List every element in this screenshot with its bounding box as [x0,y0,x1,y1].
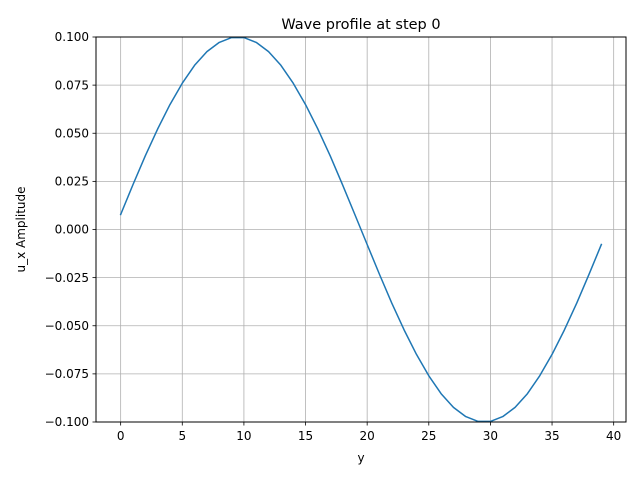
x-tick-label: 10 [236,429,251,443]
y-tick-label: 0.100 [55,30,89,44]
y-tick-label: −0.100 [45,415,89,429]
y-tick-label: 0.075 [55,78,89,92]
x-tick-label: 40 [606,429,621,443]
x-axis-label: y [357,451,364,465]
grid-lines [96,36,626,423]
y-tick-label: 0.000 [55,223,89,237]
x-tick-label: 0 [117,429,125,443]
y-tick-label: −0.050 [45,319,89,333]
y-axis-label: u_x Amplitude [14,186,28,272]
y-tick-label: 0.025 [55,175,89,189]
x-tick-label: 20 [360,429,375,443]
y-tick-label: −0.025 [45,271,89,285]
y-tick-label: −0.075 [45,367,89,381]
x-tick-label: 25 [421,429,436,443]
x-axis-ticks: 0 5 10 15 20 25 30 35 40 [117,422,621,443]
chart-title: Wave profile at step 0 [281,17,440,33]
series-group [119,36,603,423]
y-tick-label: 0.050 [55,126,89,140]
x-tick-label: 5 [178,429,186,443]
x-tick-label: 15 [298,429,313,443]
series-line [119,36,603,423]
y-axis-ticks: −0.100 −0.075 −0.050 −0.025 0.000 0.025 0.050 0… [45,30,96,429]
x-tick-label: 30 [483,429,498,443]
x-tick-label: 35 [544,429,559,443]
